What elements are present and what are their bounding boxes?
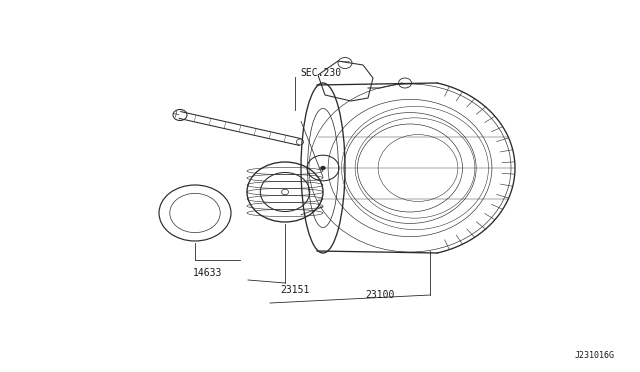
Ellipse shape <box>321 166 326 170</box>
Text: 23100: 23100 <box>365 290 394 300</box>
Text: 14633: 14633 <box>193 268 222 278</box>
Text: SEC.230: SEC.230 <box>300 68 341 78</box>
Text: 23151: 23151 <box>280 285 309 295</box>
Text: J231016G: J231016G <box>575 351 615 360</box>
